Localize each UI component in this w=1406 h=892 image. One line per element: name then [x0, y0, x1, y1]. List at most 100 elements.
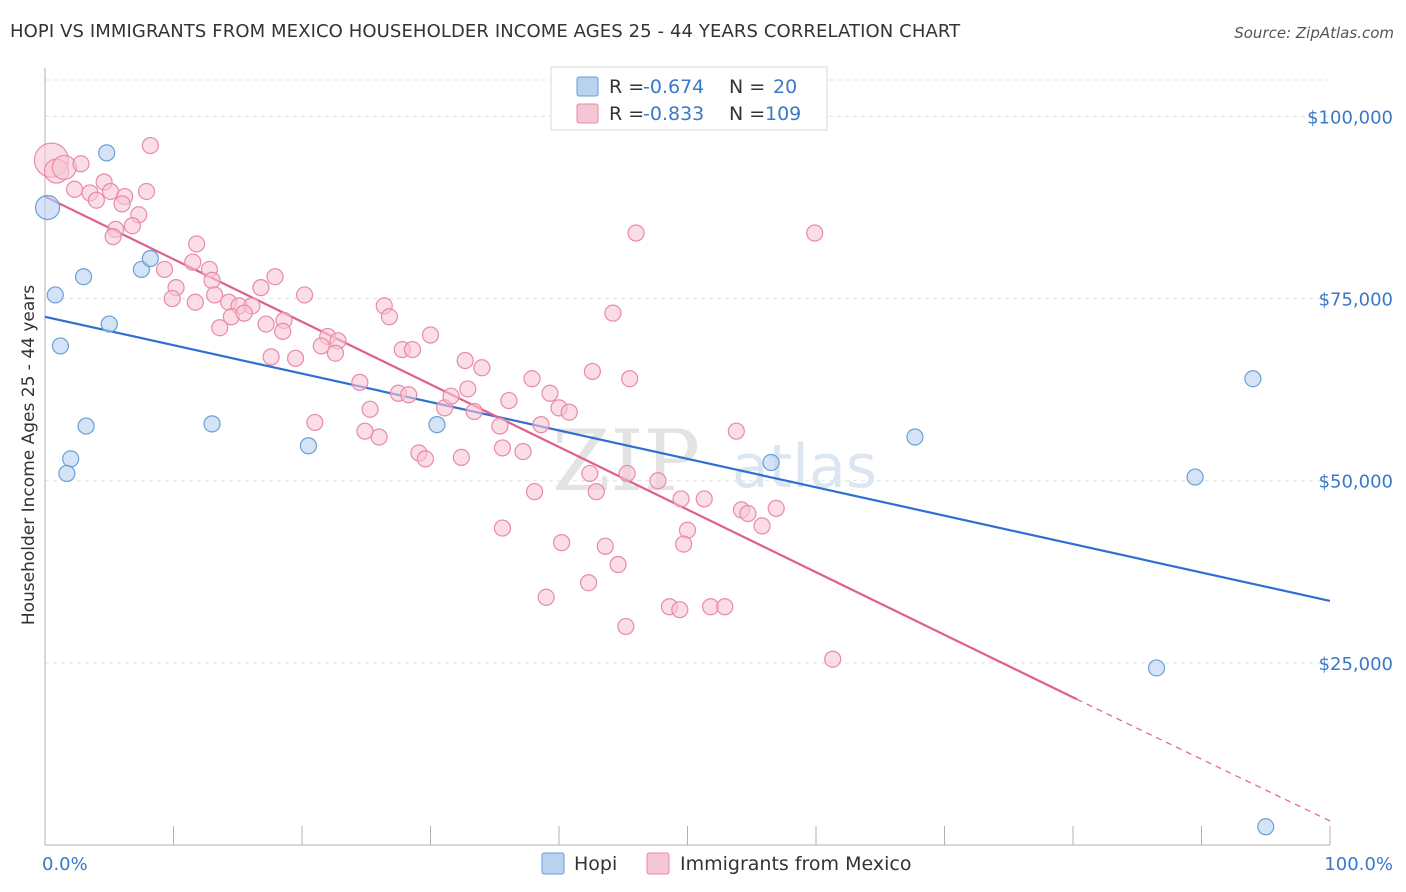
legend-mexico-label: Immigrants from Mexico: [680, 853, 911, 875]
watermark-atlas: atlas: [732, 432, 877, 502]
mexico-point: [104, 228, 122, 246]
mexico-point: [532, 416, 550, 434]
mexico-point: [442, 387, 460, 405]
mexico-point: [380, 308, 398, 326]
mexico-point: [806, 224, 824, 242]
x-tick-labels: 0.0% 100.0%: [42, 854, 1393, 875]
mexico-point: [523, 370, 541, 388]
stats-legend: R = -0.674 N = 20 R = -0.833 N = 109: [550, 66, 828, 131]
mexico-point: [403, 340, 422, 359]
mexico-point: [716, 598, 734, 616]
hopi-point: [46, 286, 64, 304]
hopi-point: [762, 453, 780, 472]
y-axis-label: Householder Income Ages 25 - 44 years: [19, 285, 39, 625]
hopi-point: [34, 194, 61, 221]
mexico-point: [627, 224, 645, 242]
mexico-point: [286, 349, 305, 367]
hopi-point: [906, 428, 924, 446]
mexico-point: [262, 348, 280, 366]
mexico-point: [274, 322, 292, 340]
mexico-point: [609, 555, 627, 574]
mexico-point: [473, 359, 491, 377]
hopi-point: [1244, 370, 1262, 388]
mexico-point: [675, 535, 693, 553]
mexico-trend-line: [44, 195, 1078, 701]
mexico-point: [266, 268, 284, 286]
mexico-point: [87, 191, 106, 209]
mexico-point: [65, 180, 84, 198]
hopi-r-value: -0.674: [643, 76, 704, 98]
mexico-point: [184, 253, 202, 271]
mexico-point: [351, 373, 369, 391]
data-points: [33, 136, 1275, 836]
hopi-trend-line: [44, 315, 1331, 603]
mexico-point: [695, 490, 713, 508]
x-tick-label: 0.0%: [42, 854, 88, 875]
mexico-point: [649, 472, 667, 490]
mexico-point: [621, 370, 639, 388]
hopi-point: [77, 417, 95, 435]
mexico-point: [618, 464, 636, 483]
hopi-point: [100, 315, 118, 333]
mexico-point: [456, 351, 474, 370]
mexico-r-label: R =: [609, 103, 644, 125]
hopi-n-label: N =: [729, 76, 765, 98]
mexico-point: [672, 490, 690, 508]
hopi-n-value: 20: [773, 76, 797, 98]
y-tick-labels: $25,000 $50,000 $75,000 $100,000: [1307, 107, 1393, 674]
chart-title: HOPI VS IMMIGRANTS FROM MEXICO HOUSEHOLD…: [10, 21, 961, 42]
hopi-point: [51, 337, 70, 355]
y-tick-label: $25,000: [1319, 654, 1393, 675]
mexico-point: [493, 519, 512, 537]
mexico-point: [525, 483, 544, 501]
mexico-point: [312, 337, 330, 355]
mexico-point: [123, 217, 141, 235]
mexico-point: [235, 304, 253, 322]
mexico-point: [326, 344, 345, 362]
mexico-point: [671, 601, 689, 619]
mexico-point: [295, 286, 314, 304]
mexico-point: [587, 483, 605, 501]
hopi-r-label: R =: [609, 76, 644, 98]
trend-lines: [44, 195, 1331, 822]
mexico-point: [753, 517, 771, 535]
mexico-point: [188, 235, 206, 253]
mexico-point: [203, 271, 221, 289]
mexico-point: [211, 319, 229, 337]
hopi-point: [1257, 818, 1275, 836]
hopi-point: [98, 144, 116, 162]
mexico-point: [604, 304, 622, 322]
mexico-point: [72, 155, 90, 173]
hopi-point: [74, 268, 93, 286]
hopi-point: [1186, 468, 1204, 486]
hopi-point: [141, 249, 159, 268]
source-credit: Source: ZipAtlas.com: [1234, 24, 1394, 42]
mexico-n-label: N =: [729, 103, 765, 125]
series-legend: Hopi Immigrants from Mexico: [541, 852, 911, 875]
mexico-point: [206, 286, 224, 304]
hopi-point: [428, 416, 446, 434]
mexico-point: [537, 588, 555, 606]
mexico-point: [137, 182, 156, 201]
hopi-point: [62, 450, 80, 468]
mexico-point: [421, 326, 440, 344]
watermark: ZIP atlas: [552, 412, 877, 510]
y-tick-label: $75,000: [1319, 290, 1393, 311]
hopi-point: [203, 415, 221, 433]
mexico-point: [186, 293, 204, 311]
hopi-point: [58, 464, 76, 483]
mexico-point: [452, 448, 470, 466]
mexico-point: [306, 413, 324, 432]
y-tick-label: $100,000: [1307, 107, 1393, 128]
mexico-point: [739, 504, 757, 523]
legend-hopi-swatch: [541, 852, 565, 875]
mexico-point: [824, 650, 842, 668]
legend-hopi-label: Hopi: [574, 853, 617, 875]
mexico-point: [514, 442, 532, 461]
mexico-point: [491, 417, 509, 435]
mexico-point: [727, 422, 745, 440]
grid-lines: [45, 79, 1330, 664]
mexico-point: [617, 617, 635, 636]
mexico-point: [541, 384, 559, 402]
